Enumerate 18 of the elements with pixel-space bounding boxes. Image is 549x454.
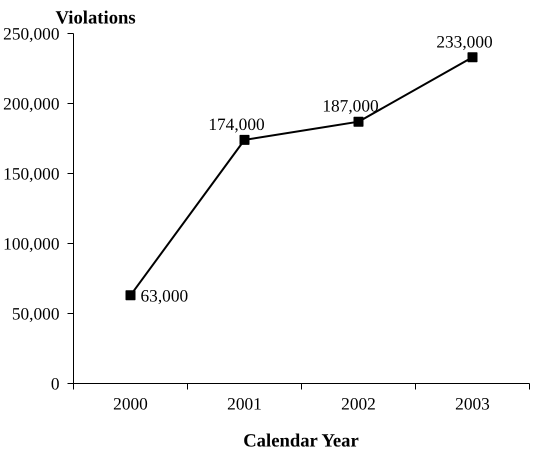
y-tick-label: 100,000 [3, 234, 60, 254]
x-tick-label: 2002 [341, 394, 376, 414]
x-axis-title: Calendar Year [243, 430, 359, 452]
data-label: 174,000 [208, 114, 265, 134]
y-tick-label: 0 [50, 374, 60, 394]
point [240, 134, 250, 145]
point [354, 116, 364, 127]
data-label: 63,000 [140, 286, 188, 306]
x-tick-label: 2000 [113, 394, 148, 414]
y-tick-label: 200,000 [3, 94, 60, 114]
point [126, 290, 136, 300]
y-tick-label: 150,000 [3, 164, 60, 184]
y-tick-label: 50,000 [12, 304, 60, 324]
data-label: 187,000 [322, 96, 379, 116]
point [468, 52, 478, 62]
x-tick-label: 2001 [227, 394, 262, 414]
data-label: 233,000 [436, 32, 493, 52]
x-tick-label: 2003 [455, 394, 490, 414]
